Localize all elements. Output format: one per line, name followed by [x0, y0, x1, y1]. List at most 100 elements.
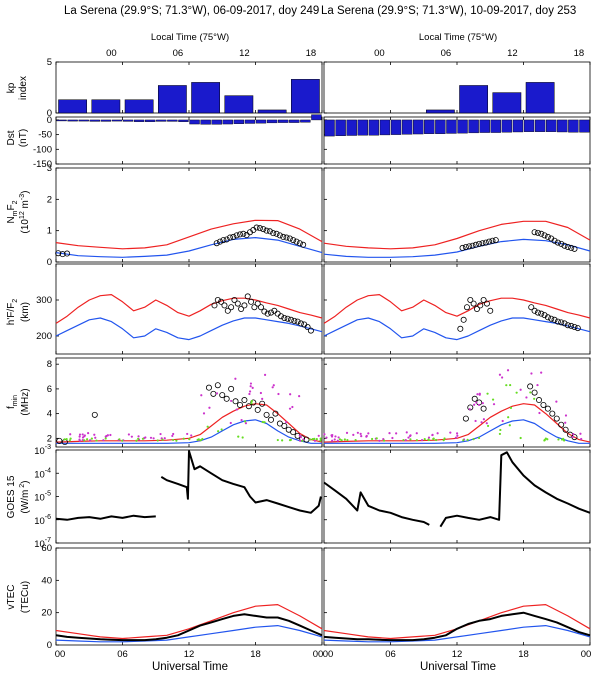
- hmf2-ylabel-unit: (km): [20, 302, 31, 322]
- nmf2-ytick-label-0: 0: [47, 257, 52, 268]
- fmin-obs-point-1-0: [462, 415, 469, 422]
- fmin-magenta-point-1-33: [333, 438, 336, 441]
- nmf2-ylabel-m: m: [12, 210, 19, 216]
- hmf2-ytick-label-1: 300: [36, 295, 52, 306]
- dst-bar-0-16: [233, 119, 245, 124]
- hmf2-obs-point-1-20: [561, 320, 568, 327]
- nmf2-obs-point-1-6: [479, 240, 486, 247]
- fmin-green-point-0-35: [197, 438, 200, 441]
- fmin-green-point-0-30: [188, 438, 191, 441]
- kp-bar-1-4: [459, 85, 489, 114]
- fmin-magenta-point-1-68: [455, 432, 459, 435]
- kp-ylabel-line2: index: [18, 76, 29, 100]
- dst-ylabel: Dst (nT): [6, 129, 29, 147]
- fmin-magenta-point-1-24: [331, 439, 334, 442]
- fmin-magenta-point-1-66: [478, 392, 481, 395]
- hmf2-obs-point-0-28: [304, 323, 311, 330]
- goes-flux-line-1-0: [323, 481, 430, 526]
- nmf2-obs-point-1-8: [486, 238, 493, 245]
- fmin-obs-point-1-11: [553, 415, 560, 422]
- dst-bar-0-15: [222, 119, 233, 125]
- nmf2-obs-point-0-18: [263, 227, 270, 234]
- fmin-magenta-point-1-0: [481, 402, 484, 405]
- fmin-magenta-point-1-59: [480, 421, 483, 424]
- hmf2-obs-point-0-0: [211, 302, 218, 309]
- hmf2-model-min-0: [55, 317, 323, 341]
- nmf2-model-min-1: [323, 238, 591, 258]
- dst-bar-0-14: [211, 119, 222, 125]
- fmin-green-point-1-9: [508, 424, 511, 427]
- xlabel-right: Universal Time: [420, 661, 496, 673]
- fmin-green-point-1-44: [423, 437, 426, 441]
- fmin-ylabel-min: min: [12, 395, 19, 406]
- nmf2-ylabel-12: 12: [19, 211, 26, 219]
- dst-bar-1-5: [379, 119, 391, 136]
- top-tick-label-0-2: 12: [239, 48, 250, 59]
- nmf2-obs-point-0-9: [233, 232, 240, 239]
- fmin-obs-point-0-5: [214, 382, 221, 389]
- fmin-magenta-point-1-14: [536, 383, 539, 387]
- vtec-model-max-1: [323, 603, 591, 640]
- fmin-green-point-1-31: [442, 439, 445, 442]
- fmin-obs-point-0-17: [268, 416, 275, 423]
- fmin-magenta-point-1-25: [485, 422, 488, 425]
- fmin-green-point-0-28: [65, 438, 68, 441]
- nmf2-obs-point-0-21: [273, 230, 280, 237]
- hmf2-obs-point-1-2: [463, 304, 470, 311]
- hmf2-obs-point-1-23: [571, 323, 578, 330]
- dst-bar-0-19: [266, 119, 278, 124]
- dst-bar-1-12: [457, 119, 468, 134]
- bottom-tick-label-0-3: 18: [250, 649, 261, 660]
- fmin-magenta-point-0-23: [298, 434, 301, 437]
- nmf2-obs-point-0-25: [286, 235, 293, 242]
- goes-ylabel: GOES 15 (W/m 2): [6, 475, 31, 518]
- fmin-magenta-point-1-44: [501, 419, 504, 423]
- top-tick-label-0-3: 18: [306, 48, 317, 59]
- kp-ylabel: kp index: [6, 76, 29, 100]
- fmin-magenta-point-0-54: [249, 382, 253, 385]
- fmin-magenta-point-0-39: [93, 433, 96, 436]
- fmin-magenta-point-0-33: [137, 435, 140, 438]
- fmin-magenta-point-1-55: [449, 431, 452, 434]
- fmin-magenta-point-1-28: [360, 434, 363, 438]
- fmin-green-point-0-25: [83, 439, 86, 442]
- kp-bar-0-2: [124, 99, 154, 114]
- fmin-magenta-point-0-2: [87, 432, 90, 435]
- hmf2-obs-point-0-23: [287, 316, 294, 323]
- nmf2-ylabel-f: F: [6, 204, 17, 210]
- fmin-magenta-point-0-16: [190, 434, 193, 437]
- fmin-green-point-0-23: [315, 438, 318, 441]
- fmin-magenta-point-0-14: [159, 432, 162, 436]
- fmin-ytick-label-2: 6: [47, 384, 52, 395]
- dst-ytick-label-1: -50: [38, 130, 52, 141]
- fmin-magenta-point-0-9: [215, 392, 219, 395]
- goes-flux-line-1-1: [439, 451, 591, 528]
- hmf2-obs-point-1-13: [538, 310, 545, 317]
- fmin-magenta-point-0-30: [200, 394, 203, 397]
- dst-bar-1-19: [534, 119, 546, 132]
- kp-bar-1-3: [425, 109, 455, 114]
- fmin-green-point-1-41: [462, 439, 465, 442]
- nmf2-obs-point-1-21: [564, 243, 571, 250]
- nmf2-ytick-label-1: 1: [47, 226, 52, 237]
- fmin-magenta-point-1-23: [356, 431, 359, 434]
- svg-text:NmF2: NmF2: [6, 200, 19, 223]
- goes-flux-line-0-1: [160, 450, 322, 514]
- hmf2-obs-point-0-3: [221, 302, 228, 309]
- fmin-magenta-point-0-34: [288, 407, 292, 410]
- nmf2-obs-point-1-15: [544, 233, 551, 240]
- dst-bar-1-8: [413, 119, 424, 135]
- hmf2-obs-point-1-17: [551, 316, 558, 323]
- fmin-magenta-point-0-51: [152, 437, 155, 440]
- nmf2-obs-point-0-17: [260, 226, 267, 233]
- fmin-green-point-1-25: [515, 391, 518, 394]
- nmf2-ytick-label-3: 3: [47, 163, 52, 174]
- dst-bar-1-4: [368, 119, 380, 136]
- nmf2-obs-point-1-20: [561, 242, 568, 249]
- fmin-magenta-point-1-29: [579, 432, 582, 435]
- fmin-obs-point-0-4: [210, 390, 217, 397]
- fmin-magenta-point-1-37: [323, 433, 326, 436]
- fmin-magenta-point-1-42: [580, 437, 583, 441]
- fmin-magenta-point-1-57: [468, 408, 471, 411]
- fmin-magenta-point-1-53: [336, 439, 339, 442]
